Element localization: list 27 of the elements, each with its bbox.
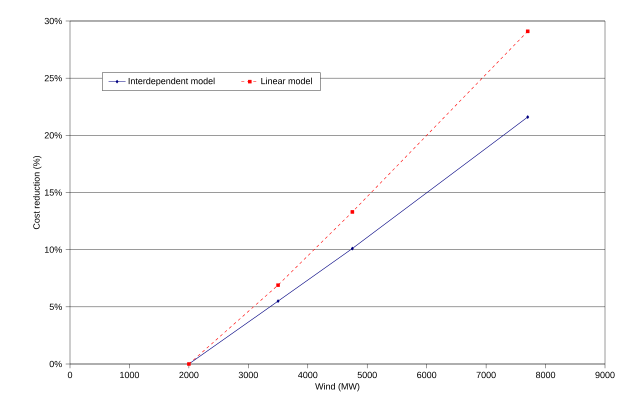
x-tick-label: 2000 bbox=[179, 372, 199, 378]
x-tick-label: 0 bbox=[68, 372, 72, 378]
y-tick-label: 15% bbox=[44, 189, 62, 196]
y-tick-label: 10% bbox=[44, 246, 62, 253]
y-tick-label: 20% bbox=[44, 132, 62, 139]
x-tick-label: 7000 bbox=[476, 372, 496, 378]
x-tick-label: 6000 bbox=[417, 372, 436, 378]
point bbox=[526, 29, 530, 34]
y-tick-label: 0% bbox=[50, 360, 62, 368]
y-tick-label: 30% bbox=[44, 18, 62, 24]
point bbox=[526, 115, 530, 119]
legend-label: Interdependent model bbox=[128, 78, 214, 86]
x-tick-label: 9000 bbox=[595, 372, 615, 378]
legend-label: Linear model bbox=[261, 78, 312, 84]
point bbox=[350, 246, 354, 250]
x-tick-label: 1000 bbox=[120, 372, 140, 378]
x-tick-label: 3000 bbox=[238, 372, 258, 378]
y-axis-title: Cost reduction (%) bbox=[33, 156, 42, 230]
x-tick-label: 8000 bbox=[536, 372, 556, 378]
point bbox=[276, 299, 280, 303]
y-tick-label: 5% bbox=[50, 304, 62, 310]
x-tick-label: 4000 bbox=[298, 372, 318, 378]
point bbox=[350, 210, 354, 214]
y-tick-label: 25% bbox=[44, 74, 62, 82]
point bbox=[276, 283, 280, 287]
x-tick-label: 5000 bbox=[358, 372, 377, 378]
x-axis-title: Wind (MW) bbox=[315, 382, 360, 392]
